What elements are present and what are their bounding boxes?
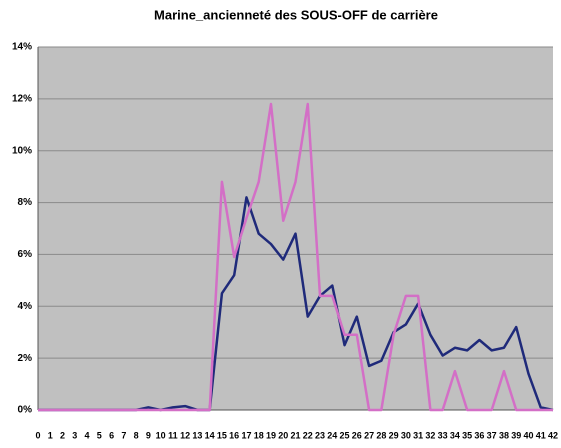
x-tick-label: 4 bbox=[85, 430, 90, 440]
x-tick-label: 24 bbox=[327, 430, 337, 440]
x-tick-label: 37 bbox=[487, 430, 497, 440]
x-tick-label: 28 bbox=[376, 430, 386, 440]
x-tick-label: 7 bbox=[121, 430, 126, 440]
y-tick-label: 4% bbox=[18, 301, 33, 312]
x-tick-label: 0 bbox=[35, 430, 40, 440]
x-tick-label: 23 bbox=[315, 430, 325, 440]
y-tick-label: 14% bbox=[12, 42, 32, 53]
x-tick-label: 40 bbox=[523, 430, 533, 440]
x-tick-label: 11 bbox=[168, 430, 178, 440]
x-tick-label: 38 bbox=[499, 430, 509, 440]
y-tick-label: 0% bbox=[18, 405, 33, 416]
series-line bbox=[38, 102, 553, 412]
x-tick-label: 29 bbox=[389, 430, 399, 440]
x-tick-label: 35 bbox=[462, 430, 472, 440]
x-tick-label: 19 bbox=[266, 430, 276, 440]
x-tick-label: 39 bbox=[511, 430, 521, 440]
y-tick-label: 8% bbox=[18, 197, 33, 208]
x-tick-label: 22 bbox=[303, 430, 313, 440]
x-tick-label: 15 bbox=[217, 430, 227, 440]
x-tick-label: 14 bbox=[205, 430, 215, 440]
x-tick-label: 6 bbox=[109, 430, 114, 440]
x-tick-label: 25 bbox=[340, 430, 350, 440]
plot-area bbox=[38, 47, 553, 410]
x-tick-label: 1 bbox=[48, 430, 53, 440]
x-tick-label: 17 bbox=[241, 430, 251, 440]
x-tick-label: 30 bbox=[401, 430, 411, 440]
x-tick-label: 3 bbox=[72, 430, 77, 440]
x-tick-label: 26 bbox=[352, 430, 362, 440]
x-tick-label: 9 bbox=[146, 430, 151, 440]
x-tick-label: 34 bbox=[450, 430, 460, 440]
x-tick-label: 18 bbox=[254, 430, 264, 440]
x-tick-label: 21 bbox=[290, 430, 300, 440]
x-tick-label: 13 bbox=[192, 430, 202, 440]
x-tick-label: 31 bbox=[413, 430, 423, 440]
x-tick-label: 42 bbox=[548, 430, 558, 440]
x-tick-label: 36 bbox=[474, 430, 484, 440]
y-tick-label: 10% bbox=[12, 145, 32, 156]
x-tick-label: 16 bbox=[229, 430, 239, 440]
y-tick-label: 2% bbox=[18, 353, 33, 364]
x-tick-label: 12 bbox=[180, 430, 190, 440]
x-tick-label: 8 bbox=[134, 430, 139, 440]
x-tick-label: 2 bbox=[60, 430, 65, 440]
chart-title: Marine_ancienneté des SOUS-OFF de carriè… bbox=[154, 7, 438, 22]
x-tick-label: 33 bbox=[438, 430, 448, 440]
y-tick-label: 12% bbox=[12, 93, 32, 104]
x-tick-label: 20 bbox=[278, 430, 288, 440]
x-tick-label: 32 bbox=[425, 430, 435, 440]
x-tick-label: 27 bbox=[364, 430, 374, 440]
x-tick-label: 10 bbox=[156, 430, 166, 440]
x-tick-label: 41 bbox=[536, 430, 546, 440]
y-tick-label: 6% bbox=[18, 249, 33, 260]
x-tick-label: 5 bbox=[97, 430, 102, 440]
